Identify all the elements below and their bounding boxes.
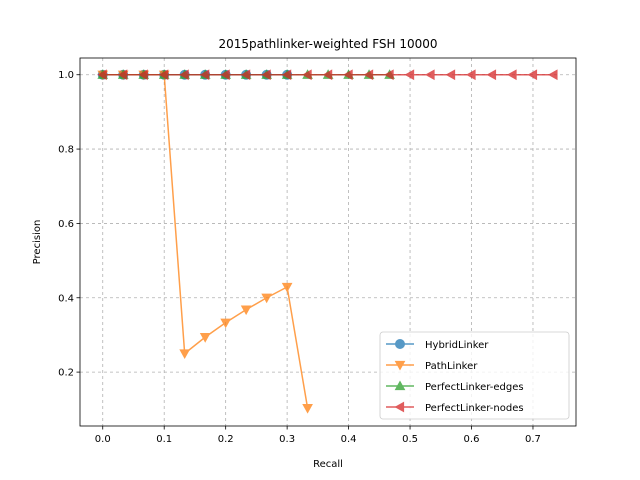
series-perfectlinker-nodes: [97, 69, 558, 81]
axis-ticks: 0.0 0.1 0.2 0.3 0.4 0.5 0.6 0.7 0.2 0.4 0.6 0.8 1.0: [58, 70, 541, 445]
x-tick-label: 0.2: [218, 434, 234, 445]
legend: HybridLinker PathLinker PerfectLinker-edge…: [379, 331, 570, 420]
legend-label-perfectlinker-edges: PerfectLinker-edges: [425, 382, 524, 393]
data-point-pathlinker: [281, 282, 293, 293]
legend-marker-hybridlinker: [395, 339, 405, 349]
data-point-perfectlinker-nodes: [117, 69, 128, 81]
data-point-perfectlinker-nodes: [527, 69, 538, 81]
plot-area-frame: [79, 57, 577, 427]
y-tick-label: 1.0: [58, 70, 74, 81]
x-tick-label: 0.7: [525, 434, 541, 445]
data-point-perfectlinker-nodes: [424, 69, 435, 81]
data-point-perfectlinker-nodes: [404, 69, 415, 81]
data-point-pathlinker: [199, 333, 211, 343]
legend-marker-perfectlinker-nodes: [394, 401, 405, 413]
data-point-perfectlinker-nodes: [199, 69, 210, 81]
data-point-pathlinker: [302, 404, 313, 414]
data-point-perfectlinker-nodes: [343, 69, 353, 81]
data-point-perfectlinker-nodes: [363, 69, 374, 81]
y-tick-label: 0.8: [58, 145, 74, 156]
data-point-pathlinker: [179, 349, 191, 360]
data-point-perfectlinker-nodes: [486, 69, 497, 81]
data-point-pathlinker: [240, 305, 252, 316]
data-point-pathlinker: [261, 293, 273, 304]
data-point-perfectlinker-nodes: [547, 69, 558, 81]
chart-title: 2015pathlinker-weighted FSH 10000: [218, 37, 437, 51]
y-tick-label: 0.2: [58, 368, 74, 379]
y-axis-label: Precision: [32, 220, 43, 265]
series-layer: [97, 69, 558, 414]
x-tick-label: 0.3: [279, 434, 295, 445]
data-point-perfectlinker-nodes: [445, 69, 456, 81]
data-point-perfectlinker-nodes: [465, 69, 476, 81]
y-tick-label: 0.6: [58, 219, 74, 230]
data-point-perfectlinker-nodes: [281, 69, 292, 81]
legend-swatch-perfectlinker-nodes: [386, 401, 414, 413]
x-tick-label: 0.4: [341, 434, 357, 445]
legend-swatch-hybridlinker: [386, 339, 414, 349]
x-tick-label: 0.0: [95, 434, 111, 445]
data-point-perfectlinker-nodes: [158, 69, 169, 81]
data-point-perfectlinker-nodes: [322, 69, 333, 81]
legend-swatch-pathlinker: [386, 360, 414, 371]
legend-box: [379, 331, 570, 420]
data-point-perfectlinker-nodes: [384, 69, 394, 81]
data-point-pathlinker: [220, 318, 232, 329]
x-tick-label: 0.5: [402, 434, 418, 445]
data-point-perfectlinker-nodes: [506, 69, 517, 81]
legend-label-hybridlinker: HybridLinker: [425, 340, 489, 351]
legend-label-pathlinker: PathLinker: [425, 361, 478, 372]
x-tick-label: 0.6: [464, 434, 480, 445]
data-point-perfectlinker-nodes: [138, 69, 148, 81]
x-tick-label: 0.1: [156, 434, 172, 445]
data-point-perfectlinker-nodes: [302, 69, 312, 81]
legend-swatch-perfectlinker-edges: [386, 380, 414, 391]
legend-marker-perfectlinker-edges: [394, 380, 406, 391]
y-tick-label: 0.4: [58, 293, 74, 304]
legend-marker-pathlinker: [394, 360, 406, 371]
data-point-perfectlinker-nodes: [179, 69, 189, 81]
data-point-perfectlinker-nodes: [220, 69, 230, 81]
data-point-perfectlinker-nodes: [97, 69, 107, 81]
data-point-perfectlinker-nodes: [240, 69, 251, 81]
legend-label-perfectlinker-nodes: PerfectLinker-nodes: [425, 403, 524, 414]
x-axis-label: Recall: [313, 459, 343, 470]
data-point-perfectlinker-nodes: [261, 69, 271, 81]
